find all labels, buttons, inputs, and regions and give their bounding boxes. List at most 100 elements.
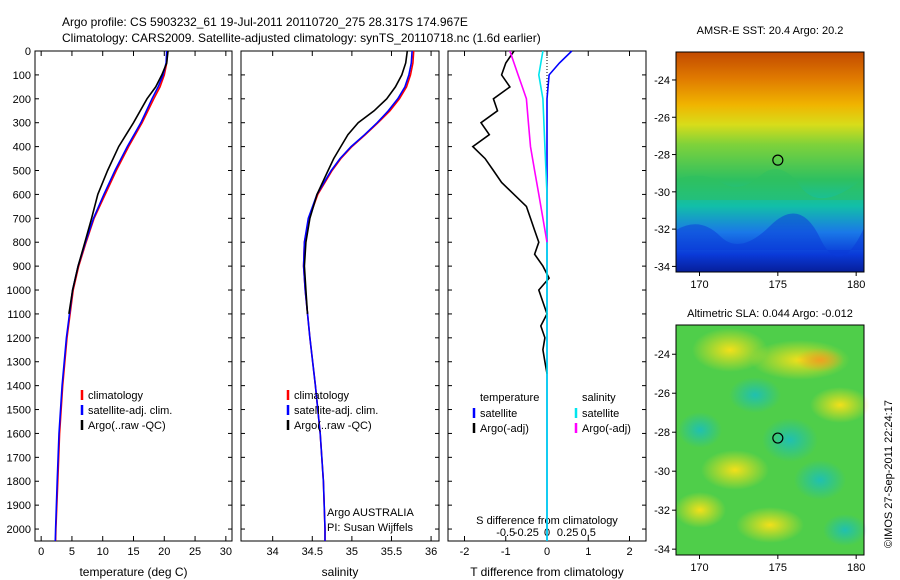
y-tick-label: 1900	[7, 500, 31, 512]
y-tick-label: 1700	[7, 452, 31, 464]
legend-label-salinity: Argo(-adj)	[582, 423, 631, 435]
series-line-2	[303, 50, 409, 314]
x-tick-label: -2	[460, 546, 470, 558]
x-tick-label: 34	[267, 546, 279, 558]
y-tick-label: 1200	[7, 333, 31, 345]
legend-label: satellite-adj. clim.	[294, 405, 378, 417]
y-tick-label: 300	[13, 118, 31, 130]
map-y-tick-label: -30	[654, 466, 670, 478]
y-tick-label: 1100	[7, 309, 31, 321]
y-tick-label: 1000	[7, 285, 31, 297]
series-line-1	[471, 50, 551, 374]
map-x-tick-label: 175	[769, 562, 787, 574]
x-tick-label: 25	[189, 546, 201, 558]
map-y-tick-label: -26	[654, 388, 670, 400]
map-frame	[675, 51, 865, 273]
x-tick-label: 20	[158, 546, 170, 558]
salinity-tick-label: -0.25	[514, 527, 539, 539]
x-tick-label: 15	[127, 546, 139, 558]
y-tick-label: 2000	[7, 524, 31, 536]
map-y-tick-label: -24	[654, 75, 670, 87]
x-tick-label: -1	[501, 546, 511, 558]
legend-label: Argo(..raw -QC)	[88, 420, 166, 432]
y-tick-label: 0	[25, 46, 31, 58]
map-title: Altimetric SLA: 0.044 Argo: -0.012	[687, 308, 853, 320]
map-x-tick-label: 170	[690, 562, 708, 574]
map-title: AMSR-E SST: 20.4 Argo: 20.2	[697, 25, 844, 37]
y-tick-label: 100	[13, 70, 31, 82]
x-tick-label: 10	[97, 546, 109, 558]
map-y-tick-label: -30	[654, 187, 670, 199]
x-tick-label: 5	[69, 546, 75, 558]
y-tick-label: 1600	[7, 428, 31, 440]
x-tick-label: 2	[626, 546, 632, 558]
legend-label: satellite-adj. clim.	[88, 405, 172, 417]
map-frame	[675, 324, 865, 556]
difference-panel: -2 -1 0 1 2T difference from climatology -0.5…	[447, 50, 647, 579]
y-tick-label: 800	[13, 237, 31, 249]
plot-frame	[240, 50, 440, 542]
legend-label: Argo(..raw -QC)	[294, 420, 372, 432]
header-line-2: Climatology: CARS2009. Satellite-adjuste…	[62, 31, 541, 45]
series-line-0	[302, 50, 415, 541]
x-axis-label: salinity	[322, 565, 359, 579]
sst-map-panel: AMSR-E SST: 20.4 Argo: 20.2 170 175 180 -24 -…	[654, 25, 865, 291]
x-tick-label: 1	[585, 546, 591, 558]
x-tick-label: 36	[425, 546, 437, 558]
x-tick-label: 35.5	[381, 546, 402, 558]
y-tick-label: 400	[13, 142, 31, 154]
legend-heading-temperature: temperature	[480, 392, 539, 404]
map-y-tick-label: -34	[654, 544, 670, 556]
map-y-tick-label: -32	[654, 505, 670, 517]
series-line-2	[537, 50, 548, 541]
legend-label-salinity: satellite	[582, 408, 619, 420]
x-axis-label: temperature (deg C)	[79, 565, 187, 579]
x-tick-label: 30	[220, 546, 232, 558]
map-y-tick-label: -28	[654, 150, 670, 162]
side-timestamp-label: ©IMOS 27-Sep-2011 22:24:17	[883, 400, 895, 548]
legend-label-temperature: Argo(-adj)	[480, 423, 529, 435]
map-x-tick-label: 180	[847, 562, 865, 574]
y-tick-label: 1400	[7, 381, 31, 393]
series-line-1	[302, 50, 413, 541]
sla-map-panel: Altimetric SLA: 0.044 Argo: -0.012 170 175…	[654, 308, 870, 574]
salinity-tick-label: -0.5	[496, 527, 515, 539]
legend-label: climatology	[88, 390, 144, 402]
map-y-tick-label: -34	[654, 261, 670, 273]
annotation-program: Argo AUSTRALIA	[327, 507, 414, 519]
series-line-0	[546, 50, 573, 541]
y-tick-label: 1300	[7, 357, 31, 369]
series-line-1	[54, 50, 168, 542]
series-line-3	[509, 50, 548, 243]
map-y-tick-label: -26	[654, 112, 670, 124]
map-y-tick-label: -28	[654, 427, 670, 439]
y-tick-label: 600	[13, 189, 31, 201]
map-y-tick-label: -32	[654, 224, 670, 236]
map-x-tick-label: 175	[769, 279, 787, 291]
legend-label: climatology	[294, 390, 350, 402]
salinity-tick-label: 0.5	[581, 527, 596, 539]
salinity-tick-label: 0.25	[557, 527, 578, 539]
y-tick-label: 900	[13, 261, 31, 273]
map-x-tick-label: 180	[847, 279, 865, 291]
x-axis-label: T difference from climatology	[470, 565, 624, 579]
y-tick-label: 1800	[7, 476, 31, 488]
x-tick-label: 34.5	[302, 546, 323, 558]
legend-label-temperature: satellite	[480, 408, 517, 420]
y-tick-label: 700	[13, 213, 31, 225]
argo-position-marker	[772, 432, 784, 444]
temperature-panel: 0 5 10 15 20 25 30 temperature (deg C) 0 100 200 30…	[7, 46, 233, 579]
y-tick-label: 200	[13, 94, 31, 106]
salinity-panel: 34 34.5 35 35.5 36 salinity climatology satelli…	[240, 50, 440, 579]
map-x-tick-label: 170	[690, 279, 708, 291]
series-line-2	[68, 50, 169, 315]
plot-frame	[34, 50, 233, 542]
header-line-1: Argo profile: CS 5903232_61 19-Jul-2011 …	[62, 15, 468, 29]
x-tick-label: 35	[346, 546, 358, 558]
legend-heading-salinity: salinity	[582, 392, 616, 404]
map-y-tick-label: -24	[654, 349, 670, 361]
x-tick-label: 0	[38, 546, 44, 558]
y-tick-label: 1500	[7, 405, 31, 417]
annotation-pi: PI: Susan Wijffels	[327, 522, 413, 534]
